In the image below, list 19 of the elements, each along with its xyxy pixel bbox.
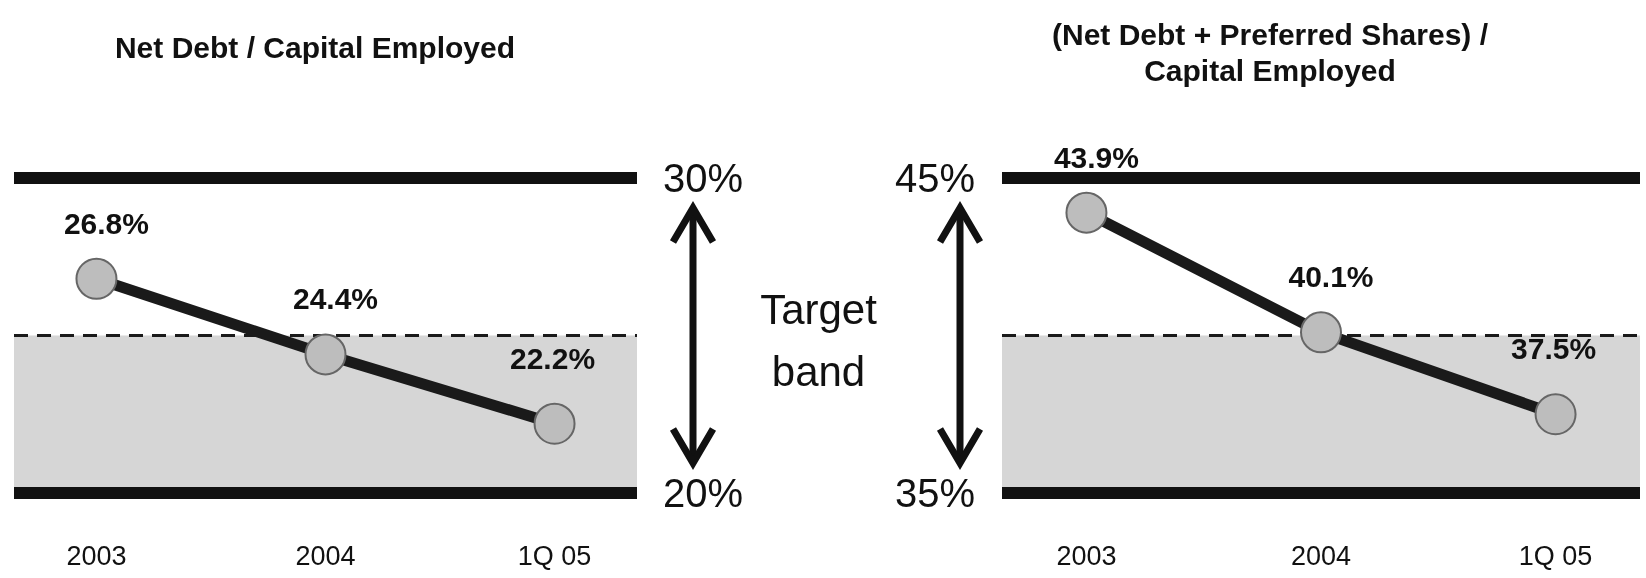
x-tick-label: 2004 <box>1290 541 1352 571</box>
data-label: 22.2% <box>510 341 596 375</box>
x-tick-label: 1Q 05 <box>1518 541 1593 571</box>
y-tick-label: 35% <box>894 471 976 515</box>
y-tick-label: 30% <box>662 156 744 200</box>
x-tick-label: 1Q 05 <box>517 541 592 571</box>
data-label: 26.8% <box>63 206 149 240</box>
y-tick-label: 20% <box>662 471 744 515</box>
x-tick-label: 2003 <box>66 541 127 571</box>
y-tick-label: 45% <box>894 156 976 200</box>
data-label: 43.9% <box>1053 140 1139 174</box>
data-label: 37.5% <box>1511 332 1597 366</box>
data-label: 24.4% <box>292 282 379 316</box>
x-tick-label: 2004 <box>295 541 356 571</box>
chart-title: Net Debt / Capital Employed <box>114 31 516 64</box>
data-label: 40.1% <box>1288 260 1374 294</box>
chart-title: (Net Debt + Preferred Shares) / Capital Employed <box>1052 18 1489 87</box>
text: Target band <box>760 285 878 395</box>
x-tick-label: 2003 <box>1056 541 1117 571</box>
